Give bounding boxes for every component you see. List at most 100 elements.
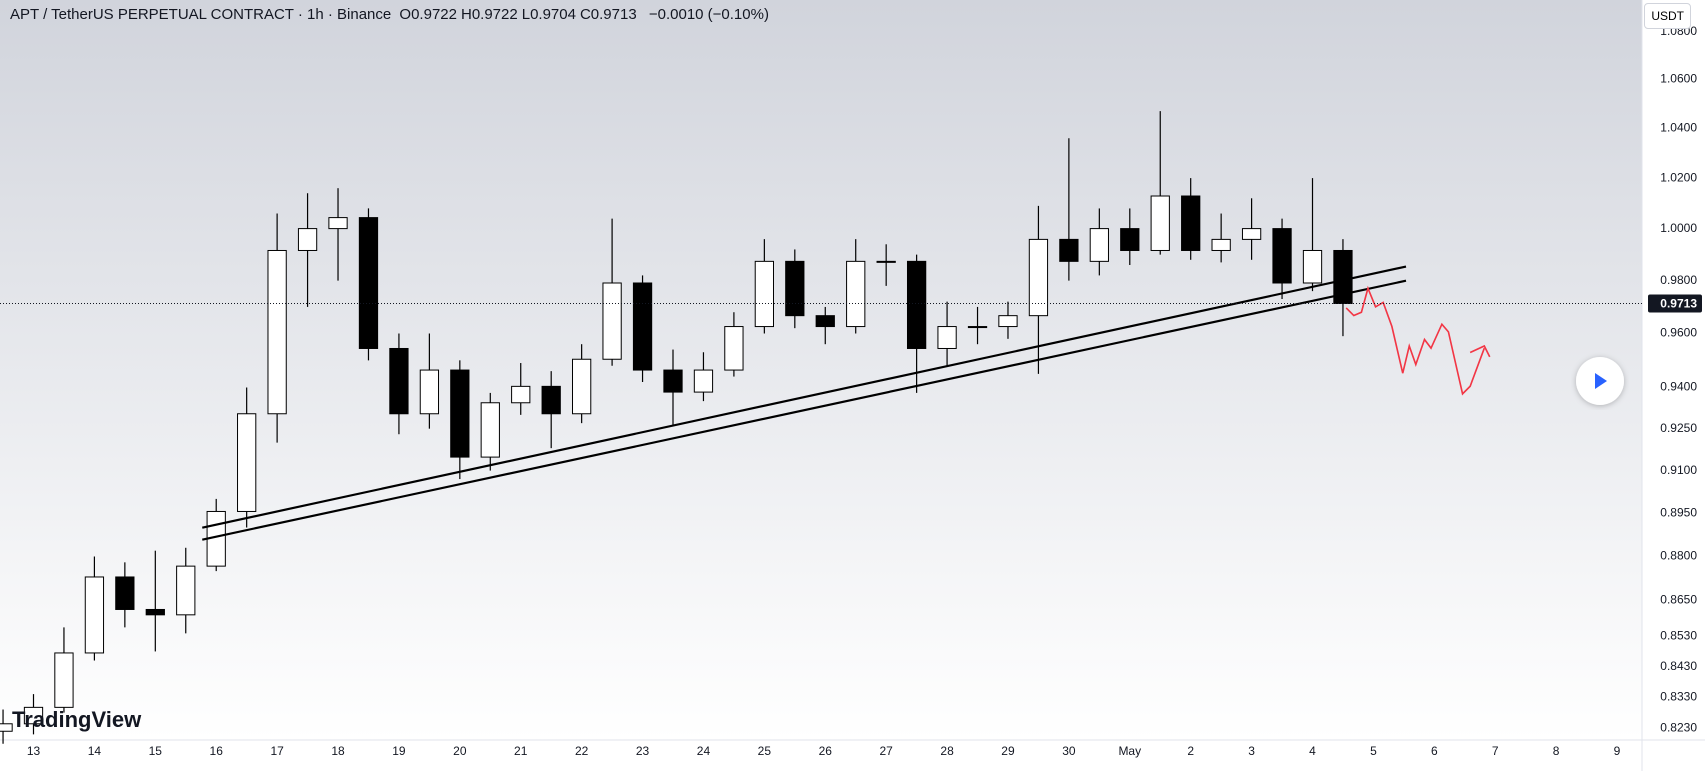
- x-tick-label: 20: [453, 744, 467, 758]
- candle-body: [1333, 249, 1353, 304]
- symbol: APT / TetherUS PERPETUAL CONTRACT · 1h ·…: [10, 6, 392, 23]
- last-price-label: 0.9713: [1660, 297, 1697, 311]
- candle-body: [358, 217, 379, 349]
- x-tick-label: May: [1118, 744, 1141, 758]
- candle-body: [541, 385, 561, 415]
- change: −0.0010 (−0.10%): [648, 6, 769, 23]
- candle-body: [328, 217, 348, 230]
- ohlc-value: 0.9722: [411, 6, 457, 23]
- x-tick-label: 9: [1614, 744, 1621, 758]
- candle-body: [906, 260, 927, 349]
- candle-body: [1059, 238, 1079, 262]
- x-tick-label: 6: [1431, 744, 1438, 758]
- x-tick-label: 15: [149, 744, 163, 758]
- y-tick-label: 0.9400: [1660, 380, 1697, 394]
- currency-button[interactable]: USDT: [1644, 3, 1691, 29]
- projection-arrow: [1469, 344, 1491, 358]
- x-tick-label: 23: [636, 744, 650, 758]
- projection-path: [1345, 285, 1486, 396]
- y-tick-label: 1.0600: [1660, 72, 1697, 86]
- ohlc-label: H: [460, 6, 472, 23]
- x-tick-label: 7: [1492, 744, 1499, 758]
- candle-body: [572, 358, 592, 415]
- candle-body: [1302, 249, 1323, 284]
- ohlc-label: L: [521, 6, 531, 23]
- last-price-badge: [1648, 294, 1702, 313]
- y-tick-label: 0.8530: [1660, 629, 1697, 643]
- candle-body: [267, 249, 287, 415]
- ohlc-value: 0.9704: [530, 6, 576, 23]
- header: APT / TetherUS PERPETUAL CONTRACT · 1h ·…: [10, 6, 773, 23]
- plot-background: [0, 0, 1642, 740]
- y-tick-label: 0.8650: [1660, 593, 1697, 607]
- candle-body: [1181, 195, 1201, 251]
- x-tick-label: 26: [819, 744, 833, 758]
- candle-body: [1150, 195, 1170, 251]
- candle-body: [54, 652, 74, 708]
- play-icon[interactable]: [1595, 373, 1607, 389]
- candle-body: [419, 369, 440, 415]
- candle-body: [1089, 228, 1109, 262]
- ohlc-value: 0.9713: [590, 6, 637, 23]
- x-tick-label: 13: [27, 744, 41, 758]
- candle-body: [846, 260, 866, 328]
- y-tick-label: 1.0400: [1660, 121, 1697, 135]
- x-tick-label: 5: [1370, 744, 1377, 758]
- candle-body: [632, 282, 653, 371]
- candle-body: [145, 608, 165, 616]
- x-tick-label: 18: [331, 744, 345, 758]
- x-tick-label: 3: [1248, 744, 1255, 758]
- y-tick-label: 0.8800: [1660, 549, 1697, 563]
- trendline: [202, 279, 1407, 541]
- x-tick-label: 14: [88, 744, 102, 758]
- candle-body: [815, 315, 835, 328]
- y-tick-label: 0.8950: [1660, 505, 1697, 519]
- x-tick-label: 29: [1001, 744, 1015, 758]
- drawings: [202, 265, 1491, 541]
- x-tick-label: 25: [758, 744, 772, 758]
- candle-body: [724, 326, 744, 371]
- y-tick-label: 1.0200: [1660, 170, 1697, 184]
- candle-body: [1211, 238, 1231, 251]
- candle-body: [389, 347, 409, 415]
- candle-body: [967, 326, 988, 329]
- candle-body: [785, 260, 805, 317]
- y-tick-label: 1.0000: [1660, 221, 1697, 235]
- ohlc-label: C: [579, 6, 591, 23]
- ohlc-label: O: [399, 6, 412, 23]
- ohlc-value: 0.9722: [471, 6, 518, 23]
- logo: TradingView: [12, 707, 142, 732]
- y-tick-label: 0.9100: [1660, 463, 1697, 477]
- candle-body: [1241, 228, 1262, 240]
- candle-body: [176, 565, 196, 616]
- candles: [0, 111, 1353, 744]
- y-tick-label: 0.9800: [1660, 273, 1697, 287]
- ohlc: O0.9722 H0.9722 L0.9704 C0.9713: [399, 6, 640, 23]
- candle-body: [1272, 228, 1292, 284]
- candle-body: [663, 369, 683, 393]
- x-tick-label: 16: [210, 744, 224, 758]
- x-tick-label: 17: [270, 744, 284, 758]
- candle-body: [1028, 238, 1049, 317]
- candle-body: [937, 326, 957, 349]
- candle-body: [237, 413, 257, 512]
- x-tick-label: 2: [1187, 744, 1194, 758]
- candle-body: [602, 282, 622, 360]
- x-tick-label: 27: [879, 744, 893, 758]
- x-tick-label: 4: [1309, 744, 1316, 758]
- y-tick-label: 0.9250: [1660, 421, 1697, 435]
- y-tick-label: 0.9600: [1660, 326, 1697, 340]
- candle-body: [84, 576, 105, 654]
- trendline: [202, 265, 1407, 529]
- candle-body: [480, 402, 500, 458]
- candle-body: [115, 576, 135, 610]
- play-button[interactable]: [1576, 357, 1624, 405]
- x-tick-label: 28: [940, 744, 954, 758]
- candle-body: [998, 315, 1018, 328]
- candle-body: [511, 385, 531, 404]
- candle-body: [450, 369, 470, 458]
- x-tick-label: 19: [392, 744, 406, 758]
- x-tick-label: 21: [514, 744, 528, 758]
